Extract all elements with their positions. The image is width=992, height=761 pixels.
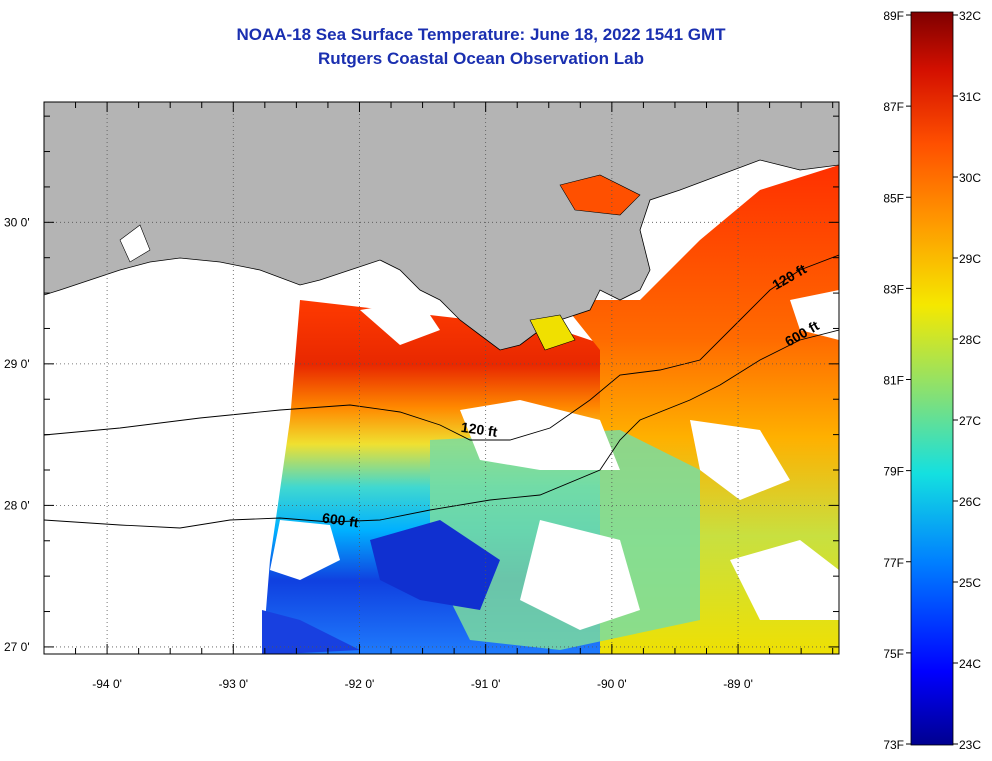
colorbar-label-c: 29C: [959, 252, 981, 266]
colorbar-label-f: 87F: [883, 100, 904, 114]
land-mass: [44, 102, 839, 351]
lon-tick-label: -90 0': [597, 677, 627, 691]
colorbar-label-f: 89F: [883, 9, 904, 23]
colorbar-label-c: 24C: [959, 657, 981, 671]
lat-tick-label: 29 0': [4, 357, 30, 371]
bay: [529, 314, 576, 351]
sst-cold-pool: [370, 520, 500, 610]
map-frame: [43, 101, 840, 655]
isobath-label: 600 ft: [321, 509, 360, 530]
colorbar-label-f: 73F: [883, 738, 904, 752]
cloud-patch: [690, 420, 790, 500]
bay: [119, 224, 151, 263]
sst-cold-streak: [262, 610, 360, 654]
colorbar-label-c: 31C: [959, 90, 981, 104]
cloud-patch: [790, 290, 839, 340]
isobath-120ft: [44, 254, 839, 441]
graticule: [44, 102, 839, 654]
lon-tick-label: -91 0': [471, 677, 501, 691]
colorbar-label-c: 23C: [959, 738, 981, 752]
colorbar-label-f: 85F: [883, 191, 904, 205]
cloud-patch: [460, 400, 620, 470]
colorbar-label-c: 32C: [959, 9, 981, 23]
colorbar-label-c: 25C: [959, 576, 981, 590]
colorbar-label-c: 26C: [959, 495, 981, 509]
colorbar: [910, 11, 954, 746]
lat-tick-label: 28 0': [4, 498, 30, 512]
colorbar-label-f: 77F: [883, 556, 904, 570]
colorbar-label-f: 75F: [883, 647, 904, 661]
cloud-patch: [730, 540, 839, 620]
map-subtitle: Rutgers Coastal Ocean Observation Lab: [318, 49, 644, 68]
cloud-patch: [520, 520, 640, 630]
lon-tick-label: -89 0': [723, 677, 753, 691]
map-title: NOAA-18 Sea Surface Temperature: June 18…: [236, 25, 726, 44]
cloud-patch: [270, 520, 340, 580]
colorbar-label-c: 28C: [959, 333, 981, 347]
colorbar-label-c: 27C: [959, 414, 981, 428]
lat-tick-label: 27 0': [4, 640, 30, 654]
colorbar-label-f: 79F: [883, 465, 904, 479]
isobath-600ft: [44, 329, 839, 529]
lat-tick-label: 30 0': [4, 215, 30, 229]
cloud-patch: [360, 300, 440, 345]
colorbar-label-f: 81F: [883, 374, 904, 388]
lon-tick-label: -94 0': [92, 677, 122, 691]
colorbar-label-c: 30C: [959, 171, 981, 185]
isobath-label: 120 ft: [460, 419, 499, 440]
bay: [559, 174, 641, 216]
axis-ticks: -94 0' -93 0' -92 0' -91 0' -90 0' -89 0' 30 0…: [4, 102, 839, 691]
colorbar-label-f: 83F: [883, 282, 904, 296]
lon-tick-label: -92 0': [345, 677, 375, 691]
colorbar-labels: 32C 31C 30C 29C 28C 27C 26C 25C 24C 23C 89F 87F 85F 8…: [883, 9, 981, 752]
lon-tick-label: -93 0': [218, 677, 248, 691]
